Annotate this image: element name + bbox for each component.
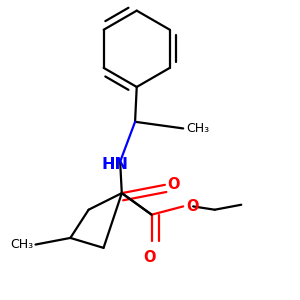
- Text: CH₃: CH₃: [11, 238, 34, 251]
- Text: CH₃: CH₃: [186, 122, 209, 135]
- Text: O: O: [186, 199, 198, 214]
- Text: O: O: [168, 177, 180, 192]
- Text: O: O: [144, 250, 156, 265]
- Text: HN: HN: [102, 158, 129, 172]
